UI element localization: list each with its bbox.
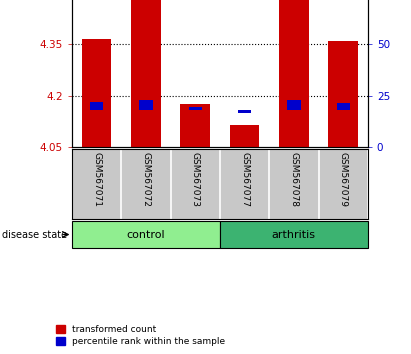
Bar <box>230 125 259 147</box>
Legend: transformed count, percentile rank within the sample: transformed count, percentile rank withi… <box>56 325 225 346</box>
Bar <box>337 103 350 110</box>
Bar <box>82 39 111 147</box>
Text: GSM567073: GSM567073 <box>191 152 200 207</box>
Text: arthritis: arthritis <box>272 229 316 240</box>
Text: GSM567077: GSM567077 <box>240 152 249 207</box>
Bar <box>131 0 161 147</box>
Bar <box>238 110 251 113</box>
Text: GSM567072: GSM567072 <box>141 152 150 207</box>
Bar <box>220 221 368 248</box>
Bar <box>180 104 210 147</box>
Bar <box>139 100 152 110</box>
Text: GSM567079: GSM567079 <box>339 152 348 207</box>
Text: GSM567078: GSM567078 <box>289 152 298 207</box>
Bar <box>328 41 358 147</box>
Text: GSM567071: GSM567071 <box>92 152 101 207</box>
Bar <box>287 100 300 110</box>
Text: disease state: disease state <box>2 229 67 240</box>
Text: control: control <box>127 229 165 240</box>
Bar <box>279 0 309 147</box>
Bar <box>90 102 103 110</box>
Bar <box>189 107 202 110</box>
Bar <box>72 221 220 248</box>
